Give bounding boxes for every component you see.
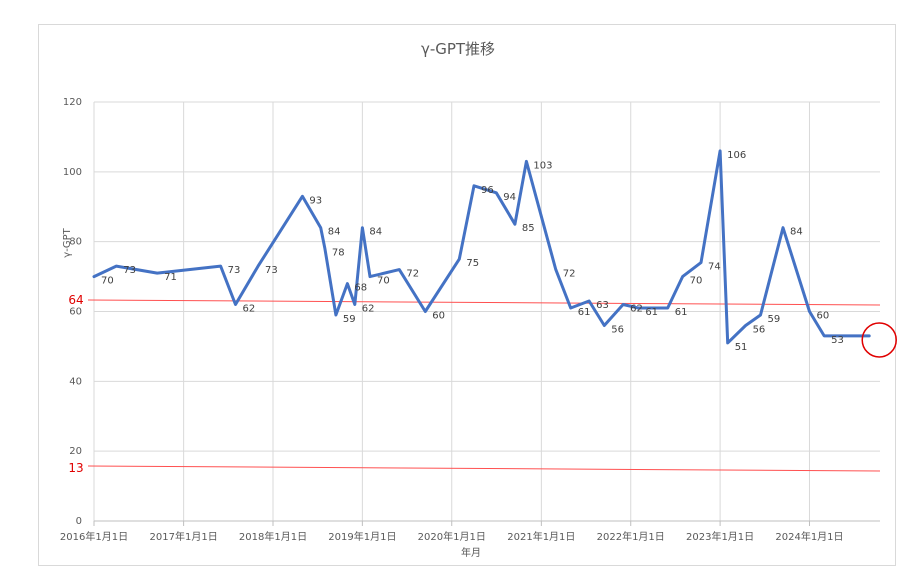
- x-tick-label: 2023年1月1日: [686, 530, 754, 543]
- data-label: 56: [753, 324, 766, 335]
- reference-lines: 64 13: [62, 291, 881, 475]
- data-label: 78: [332, 248, 345, 259]
- chart-title: γ-GPT推移: [421, 40, 495, 58]
- data-label: 94: [503, 192, 516, 203]
- data-label: 71: [164, 272, 177, 283]
- x-tick-label: 2022年1月1日: [597, 530, 665, 543]
- y-tick-label: 80: [69, 237, 82, 248]
- x-tick-label: 2018年1月1日: [239, 530, 307, 543]
- data-label: 70: [690, 276, 703, 287]
- data-label: 59: [343, 314, 356, 325]
- data-label: 61: [675, 307, 688, 318]
- x-tick-label: 2017年1月1日: [150, 530, 218, 543]
- axis-layer: 0 20 40 60 80 100 120 2016年1月1日 2017年1月1日 2018年1月…: [60, 97, 880, 543]
- data-label: 84: [369, 227, 382, 238]
- reference-line-label: 64: [68, 293, 83, 307]
- x-tick-label: 2019年1月1日: [328, 530, 396, 543]
- data-label: 51: [735, 342, 748, 353]
- data-label: 72: [563, 269, 576, 280]
- x-tick-label: 2020年1月1日: [418, 530, 486, 543]
- data-label: 70: [377, 276, 390, 287]
- x-tick-label: 2021年1月1日: [507, 530, 575, 543]
- reference-line: [87, 299, 881, 306]
- data-label: 72: [406, 269, 419, 280]
- chart-frame: [38, 24, 896, 566]
- data-label: 62: [243, 304, 256, 315]
- data-label: 84: [790, 227, 803, 238]
- data-label: 70: [101, 276, 114, 287]
- data-label: 62: [362, 304, 375, 315]
- reference-label-mask: [62, 459, 92, 475]
- reference-line-label: 13: [68, 461, 83, 475]
- data-label: 96: [481, 185, 494, 196]
- data-label: 73: [123, 265, 136, 276]
- data-label: 61: [578, 307, 591, 318]
- x-axis-label: 年月: [461, 546, 481, 559]
- data-label: 56: [611, 324, 624, 335]
- data-label: 73: [265, 265, 278, 276]
- y-tick-label: 120: [63, 97, 82, 108]
- y-axis-label: γ-GPT: [62, 227, 73, 257]
- data-label: 59: [768, 314, 781, 325]
- data-label: 85: [522, 223, 535, 234]
- series-line: [92, 149, 871, 345]
- x-tick-label: 2016年1月1日: [60, 530, 128, 543]
- y-tick-label: 60: [69, 307, 82, 318]
- data-label: 106: [727, 150, 746, 161]
- data-label: 93: [309, 195, 322, 206]
- data-label: 62: [630, 304, 643, 315]
- data-label: 103: [533, 160, 552, 171]
- y-tick-label: 40: [69, 376, 82, 387]
- data-label: 60: [432, 311, 445, 322]
- data-label: 74: [708, 262, 721, 273]
- data-label: 73: [228, 265, 241, 276]
- data-label: 60: [816, 311, 829, 322]
- data-labels: 70 73 71 73 62 73 93 84 78 59 68 62 84 70 72 60 75 96 94 85…: [101, 150, 897, 358]
- y-tick-label: 20: [69, 446, 82, 457]
- data-label: 68: [354, 283, 367, 294]
- highlight-circle: [861, 322, 897, 358]
- data-label: 53: [831, 335, 844, 346]
- series-layer: [92, 149, 871, 345]
- reference-line: [87, 465, 881, 472]
- y-tick-label: 100: [63, 167, 82, 178]
- data-label: 61: [645, 307, 658, 318]
- x-tick-label: 2024年1月1日: [775, 530, 843, 543]
- y-tick-label: 0: [76, 516, 82, 527]
- data-label: 84: [328, 227, 341, 238]
- reference-label-mask: [62, 291, 92, 307]
- data-label: 75: [466, 258, 479, 269]
- data-label: 63: [596, 300, 609, 311]
